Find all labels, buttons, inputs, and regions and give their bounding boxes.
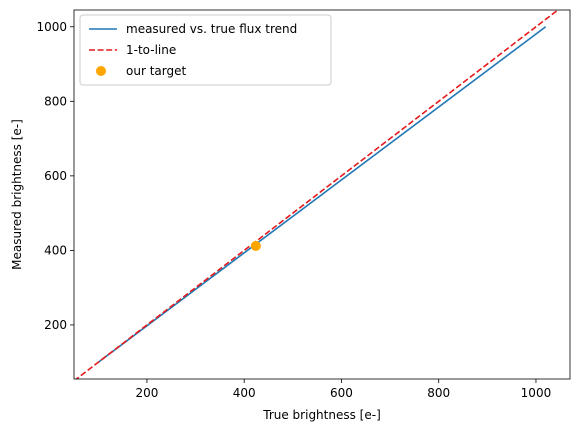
y-tick-label: 400	[44, 243, 67, 257]
x-tick-label: 600	[330, 386, 353, 400]
y-tick-label: 800	[44, 94, 67, 108]
series-layer	[75, 10, 560, 379]
x-axis-label: True brightness [e-]	[262, 408, 381, 422]
legend-label: 1-to-line	[126, 43, 176, 57]
legend: measured vs. true flux trend 1-to-line our…	[79, 14, 332, 86]
legend-label: measured vs. true flux trend	[126, 22, 297, 36]
one-to-one-line	[75, 10, 560, 379]
target-point	[250, 240, 261, 251]
x-tick-label: 200	[135, 386, 158, 400]
x-axis: 200 400 600 800 1000	[135, 379, 551, 400]
y-axis-label: Measured brightness [e-]	[10, 119, 24, 270]
trend-line	[97, 26, 547, 363]
x-tick-label: 1000	[521, 386, 552, 400]
y-tick-label: 1000	[36, 20, 67, 34]
y-tick-label: 600	[44, 169, 67, 183]
y-tick-label: 200	[44, 318, 67, 332]
x-tick-label: 800	[427, 386, 450, 400]
y-axis: 200 400 600 800 1000	[36, 20, 74, 332]
legend-label: our target	[126, 64, 186, 78]
legend-swatch	[96, 66, 106, 76]
legend-box	[79, 14, 332, 86]
x-tick-label: 400	[233, 386, 256, 400]
plot-frame	[73, 9, 571, 380]
